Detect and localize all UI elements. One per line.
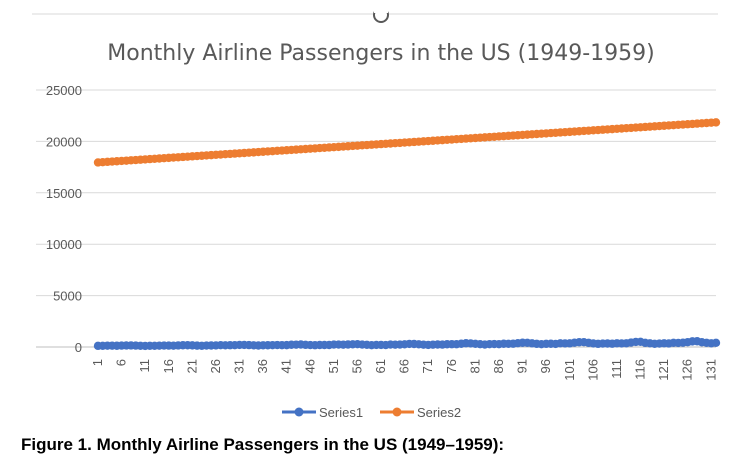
x-tick-label: 101 [562,359,577,381]
legend-item[interactable]: Series1 [282,405,363,420]
legend-label: Series2 [417,405,461,420]
handle-mask [374,5,388,13]
x-tick-label: 91 [515,359,530,373]
x-tick-label: 26 [208,359,223,373]
y-tick-label: 20000 [46,134,82,149]
x-tick-label: 21 [184,359,199,373]
x-tick-label: 76 [444,359,459,373]
legend-swatch-marker [294,407,304,417]
x-tick-label: 16 [161,359,176,373]
x-tick-label: 31 [232,359,247,373]
x-tick-label: 11 [137,359,152,373]
x-tick-label: 96 [538,359,553,373]
data-point [711,118,721,127]
y-tick-label: 10000 [46,237,82,252]
x-tick-label: 116 [633,359,648,380]
x-axis-tick-labels: 1 6 11 16 21 26 31 36 41 46 51 56 61 66 71 76 81 86 91 96 10… [90,359,718,381]
x-tick-label: 1 [90,359,105,366]
x-tick-label: 126 [680,359,695,381]
series-2 [93,118,721,167]
legend[interactable]: Series1 Series2 [282,405,461,420]
x-tick-label: 51 [326,359,341,373]
x-tick-label: 121 [656,359,671,381]
x-tick-label: 41 [279,359,294,373]
x-tick-label: 106 [585,359,600,381]
x-tick-label: 36 [255,359,270,373]
y-axis-tick-labels: 0 5000 10000 15000 20000 25000 [46,83,82,355]
chart-title: Monthly Airline Passengers in the US (19… [107,41,654,66]
y-tick-label: 0 [75,340,82,355]
x-tick-label: 131 [703,359,718,381]
series-group [93,118,721,351]
x-tick-label: 6 [114,359,129,366]
x-tick-label: 61 [373,359,388,373]
series-1 [93,337,721,351]
y-tick-label: 15000 [46,186,82,201]
x-tick-label: 56 [349,359,364,373]
x-tick-label: 66 [397,359,412,373]
x-tick-label: 86 [491,359,506,373]
x-tick-label: 46 [302,359,317,373]
data-point [711,338,721,348]
x-tick-label: 71 [420,359,435,373]
x-tick-label: 111 [609,359,624,379]
legend-item[interactable]: Series2 [380,405,461,420]
x-tick-label: 81 [467,359,482,373]
y-tick-label: 25000 [46,83,82,98]
y-tick-label: 5000 [53,289,82,304]
legend-label: Series1 [319,405,363,420]
figure-caption: Figure 1. Monthly Airline Passengers in … [21,435,505,454]
legend-swatch-marker [392,407,402,417]
